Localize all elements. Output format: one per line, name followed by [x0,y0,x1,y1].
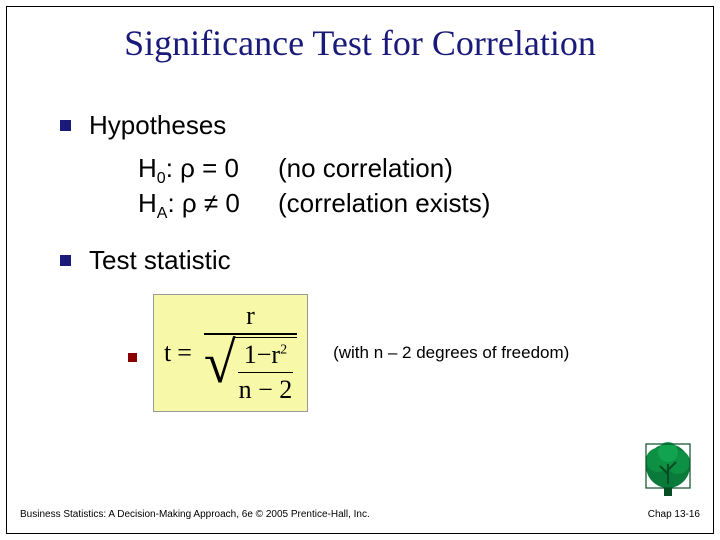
h0-expr: : ρ = 0 [166,153,239,183]
inner-numerator: 1−r2 [238,340,293,372]
h0-symbol: H [138,153,157,183]
hypotheses-block: H0: ρ = 0 (no correlation) HA: ρ ≠ 0 (co… [138,153,680,223]
formula-lhs: t [164,338,171,368]
bullet-label: Test statistic [89,245,231,276]
formula-denominator: √ 1−r2 n − 2 [204,335,297,406]
footer-left: Business Statistics: A Decision-Making A… [20,509,370,520]
degrees-of-freedom-note: (with n – 2 degrees of freedom) [333,343,569,363]
ha-symbol: H [138,188,157,218]
ha-expr: : ρ ≠ 0 [167,188,239,218]
square-bullet-icon [60,255,71,266]
page-title: Significance Test for Correlation [0,22,720,64]
h0-left: H0: ρ = 0 [138,153,278,188]
radical-icon: √ [204,343,236,384]
footer-right: Chap 13-16 [648,509,700,520]
formula-fraction: r √ 1−r2 n − 2 [204,301,297,405]
formula-numerator: r [236,301,265,333]
h0-description: (no correlation) [278,153,453,188]
square-bullet-small-icon [128,353,137,362]
formula-box: t = r √ 1−r2 n − 2 [153,294,308,412]
bullet-hypotheses: Hypotheses [60,110,680,141]
tree-icon [638,436,698,498]
bullet-label: Hypotheses [89,110,226,141]
ha-subscript: A [157,205,168,222]
inner-denominator: n − 2 [239,373,293,405]
inner-num-sup: 2 [280,342,287,357]
formula-row: t = r √ 1−r2 n − 2 [128,294,680,412]
ha-left: HA: ρ ≠ 0 [138,188,278,223]
formula-equals: = [177,338,192,368]
hypothesis-null: H0: ρ = 0 (no correlation) [138,153,680,188]
hypothesis-alt: HA: ρ ≠ 0 (correlation exists) [138,188,680,223]
square-bullet-icon [60,120,71,131]
inner-fraction: 1−r2 n − 2 [238,340,293,406]
sqrt-body: 1−r2 n − 2 [234,337,297,406]
content-area: Hypotheses H0: ρ = 0 (no correlation) HA… [60,110,680,412]
ha-description: (correlation exists) [278,188,490,223]
inner-num-text: 1−r [244,340,280,369]
sqrt: √ 1−r2 n − 2 [204,337,297,406]
h0-subscript: 0 [157,170,166,187]
bullet-test-statistic: Test statistic [60,245,680,276]
